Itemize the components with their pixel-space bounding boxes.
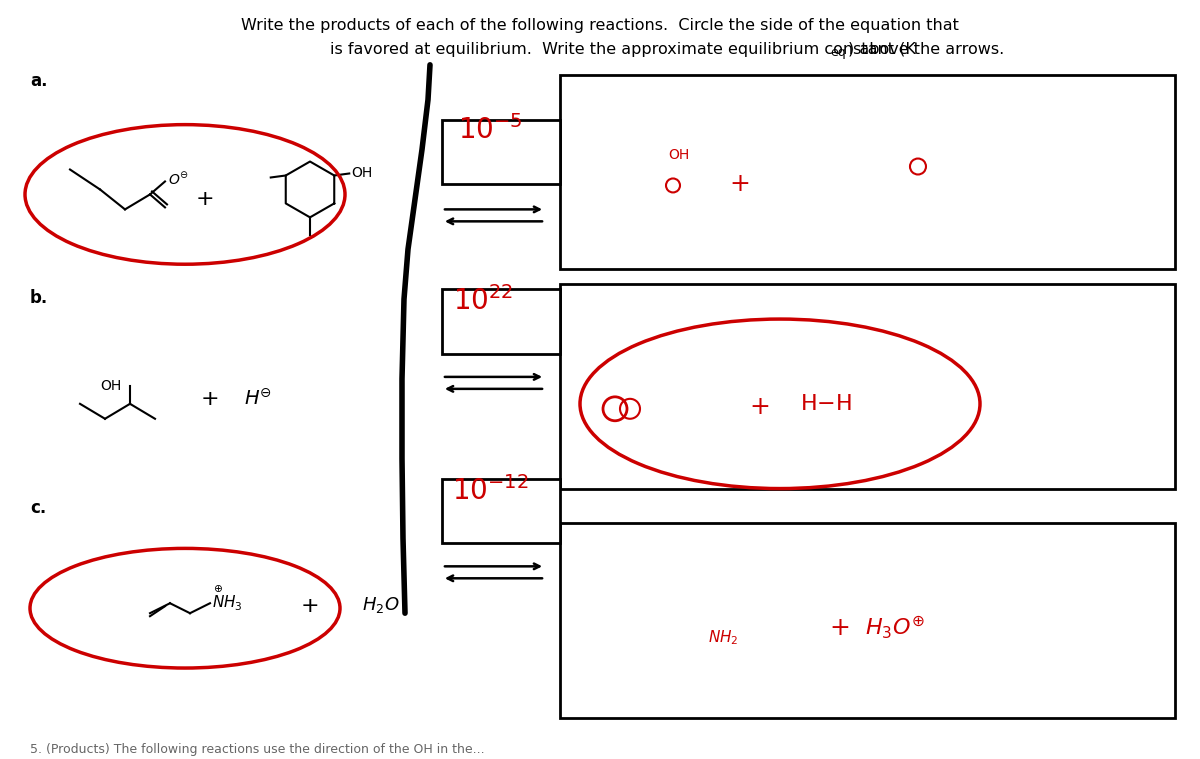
Text: $H^{\ominus}$: $H^{\ominus}$ bbox=[244, 389, 272, 409]
Text: +: + bbox=[730, 172, 750, 197]
Bar bbox=[442, 479, 560, 543]
Text: $\overset{\oplus}{N}H_3$: $\overset{\oplus}{N}H_3$ bbox=[212, 584, 242, 613]
Text: +: + bbox=[301, 597, 319, 616]
Text: +: + bbox=[196, 190, 215, 209]
Text: OH: OH bbox=[352, 166, 372, 181]
Text: OH: OH bbox=[100, 379, 121, 393]
Bar bbox=[560, 524, 1175, 718]
Text: c.: c. bbox=[30, 499, 47, 517]
Text: $H_2O$: $H_2O$ bbox=[362, 595, 400, 616]
Text: ) above the arrows.: ) above the arrows. bbox=[848, 42, 1004, 57]
Bar bbox=[442, 289, 560, 354]
Text: +: + bbox=[200, 389, 220, 409]
Text: b.: b. bbox=[30, 289, 48, 307]
Text: H$-$H: H$-$H bbox=[800, 394, 852, 414]
Text: a.: a. bbox=[30, 72, 48, 90]
Text: +: + bbox=[750, 395, 770, 419]
Text: $NH_2$: $NH_2$ bbox=[708, 628, 738, 647]
Text: $10^{-12}$: $10^{-12}$ bbox=[452, 476, 529, 505]
Text: $10^{-5}$: $10^{-5}$ bbox=[458, 115, 523, 144]
Text: eq: eq bbox=[830, 46, 846, 59]
Text: $O^{\ominus}$: $O^{\ominus}$ bbox=[168, 171, 190, 188]
Text: +: + bbox=[829, 616, 851, 640]
Text: 5. (Products) The following reactions use the direction of the OH in the...: 5. (Products) The following reactions us… bbox=[30, 743, 485, 756]
Text: Write the products of each of the following reactions.  Circle the side of the e: Write the products of each of the follow… bbox=[241, 18, 959, 33]
Text: OH: OH bbox=[668, 147, 689, 162]
Bar bbox=[442, 120, 560, 184]
Text: $10^{22}$: $10^{22}$ bbox=[454, 286, 514, 316]
Text: $H_3O^{\oplus}$: $H_3O^{\oplus}$ bbox=[865, 615, 925, 641]
Bar bbox=[560, 75, 1175, 269]
Text: is favored at equilibrium.  Write the approximate equilibrium constant (K: is favored at equilibrium. Write the app… bbox=[330, 42, 916, 57]
Bar bbox=[560, 284, 1175, 489]
